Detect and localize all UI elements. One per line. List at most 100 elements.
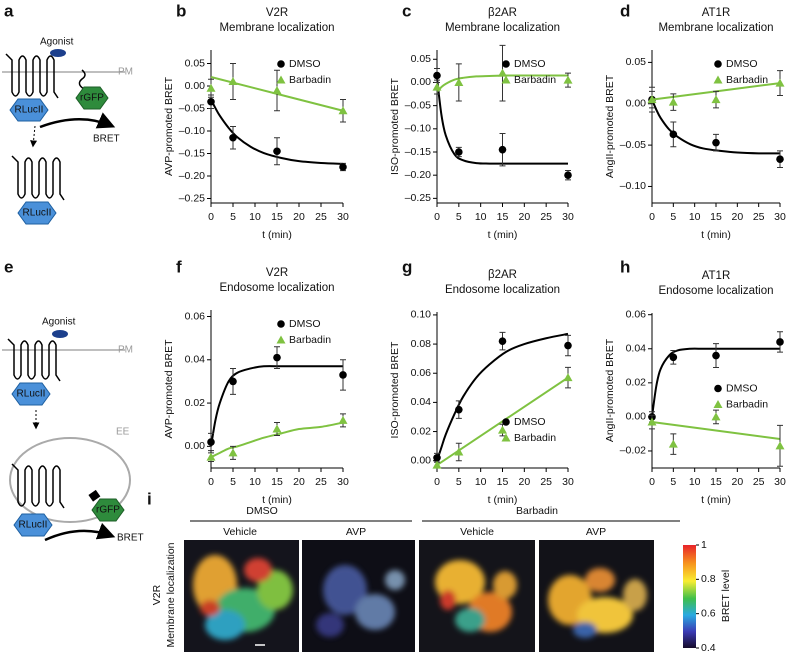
chart-title: AT1R: [702, 270, 731, 282]
x-tick-label: 0: [434, 211, 440, 223]
legend-label: DMSO: [514, 416, 546, 428]
signal-label: BRET: [117, 533, 144, 544]
y-tick-label: 0.00: [185, 440, 206, 452]
legend-label: Barbadin: [514, 74, 556, 86]
y-tick-label: 0.02: [411, 425, 432, 437]
marker: [339, 163, 347, 171]
chart-subtitle: Membrane localization: [219, 22, 334, 34]
x-tick-label: 10: [249, 476, 261, 488]
marker: [338, 415, 348, 424]
y-tick-label: –0.25: [179, 192, 205, 204]
y-tick-label: –0.20: [179, 170, 205, 182]
panel-label: b: [176, 1, 186, 20]
donor-label: RLucII: [19, 520, 48, 531]
x-tick-label: 5: [670, 476, 676, 488]
legend-marker: [713, 400, 723, 408]
x-tick-label: 0: [649, 476, 655, 488]
y-tick-label: 0.10: [411, 309, 432, 321]
marker: [433, 453, 441, 462]
y-tick-label: 0.00: [626, 411, 647, 423]
x-tick-label: 15: [497, 476, 509, 488]
membrane-label: PM: [118, 67, 133, 78]
x-tick-label: 30: [562, 476, 574, 488]
marker: [433, 71, 441, 80]
marker: [229, 377, 237, 386]
marker: [272, 424, 282, 433]
panel-i: i DMSO Barbadin Vehicle AVP Vehicle AVP …: [147, 489, 732, 652]
x-axis-label: t (min): [701, 229, 731, 241]
chart-title: β2AR: [488, 269, 517, 281]
marker: [668, 97, 678, 106]
fit-line: [210, 99, 344, 165]
fit-line: [651, 421, 781, 441]
marker: [228, 448, 238, 457]
x-tick-label: 25: [753, 476, 765, 488]
marker: [647, 417, 657, 426]
row-label: Membrane localization: [165, 542, 177, 647]
x-axis-label: t (min): [262, 229, 292, 241]
anchor: [88, 489, 101, 502]
fit-line: [210, 421, 344, 459]
membrane-label: PM: [118, 345, 133, 356]
marker: [454, 77, 464, 86]
y-tick-label: 0.04: [411, 396, 432, 408]
marker: [776, 338, 784, 346]
y-tick-label: 0.05: [185, 57, 206, 69]
legend-label: Barbadin: [514, 432, 556, 444]
y-axis-label: AVP-promoted BRET: [163, 339, 175, 439]
chart-subtitle: Membrane localization: [445, 22, 560, 34]
x-axis-label: t (min): [488, 229, 518, 241]
x-tick-label: 0: [208, 211, 214, 223]
chart-title: AT1R: [702, 7, 731, 19]
marker: [775, 441, 785, 450]
x-tick-label: 15: [710, 476, 722, 488]
legend-label: DMSO: [514, 58, 546, 70]
y-tick-label: 0.06: [626, 308, 647, 320]
bret-arrow: [44, 522, 116, 542]
column-label: Vehicle: [223, 526, 257, 538]
panel-label: d: [620, 1, 630, 20]
x-tick-label: 10: [249, 211, 261, 223]
group-label: Barbadin: [516, 505, 558, 517]
donor-label: RLucII: [23, 208, 52, 219]
agonist: [50, 49, 66, 57]
x-tick-label: 20: [731, 476, 743, 488]
marker: [564, 341, 572, 350]
legend-marker: [714, 60, 722, 68]
x-tick-label: 25: [540, 211, 552, 223]
donor-label: RLucII: [17, 389, 46, 400]
legend-label: DMSO: [726, 382, 758, 394]
x-tick-label: 20: [293, 211, 305, 223]
panel-label: g: [402, 257, 412, 276]
receptor: [11, 155, 65, 201]
receptor: [7, 338, 61, 382]
x-tick-label: 5: [230, 211, 236, 223]
y-axis-label: ISO-promoted BRET: [389, 341, 401, 438]
agonist-label: Agonist: [40, 37, 74, 48]
colorbar-tick-label: 0.6: [701, 607, 716, 619]
x-tick-label: 30: [774, 211, 786, 223]
legend-label: DMSO: [289, 58, 321, 70]
x-tick-label: 10: [689, 211, 701, 223]
y-tick-label: –0.15: [405, 146, 431, 158]
x-tick-label: 25: [540, 476, 552, 488]
legend-marker: [502, 418, 510, 426]
chart-subtitle: Endosome localization: [219, 282, 334, 294]
marker: [668, 439, 678, 448]
marker: [563, 75, 573, 84]
y-tick-label: –0.05: [620, 139, 646, 151]
x-tick-label: 30: [337, 211, 349, 223]
endosome: [9, 437, 131, 523]
colorbar-tick-label: 0.4: [701, 642, 716, 654]
rlucii: [13, 513, 53, 537]
x-tick-label: 30: [562, 211, 574, 223]
marker: [564, 171, 572, 179]
colorbar-label: BRET level: [720, 570, 732, 622]
marker: [498, 425, 507, 434]
diagram-a: a Agonist PM rGFP RLucII BRET RLucII: [2, 1, 133, 225]
rlucii: [17, 201, 57, 225]
marker: [339, 371, 347, 379]
fit-line: [651, 347, 780, 418]
column-label: AVP: [346, 526, 366, 538]
